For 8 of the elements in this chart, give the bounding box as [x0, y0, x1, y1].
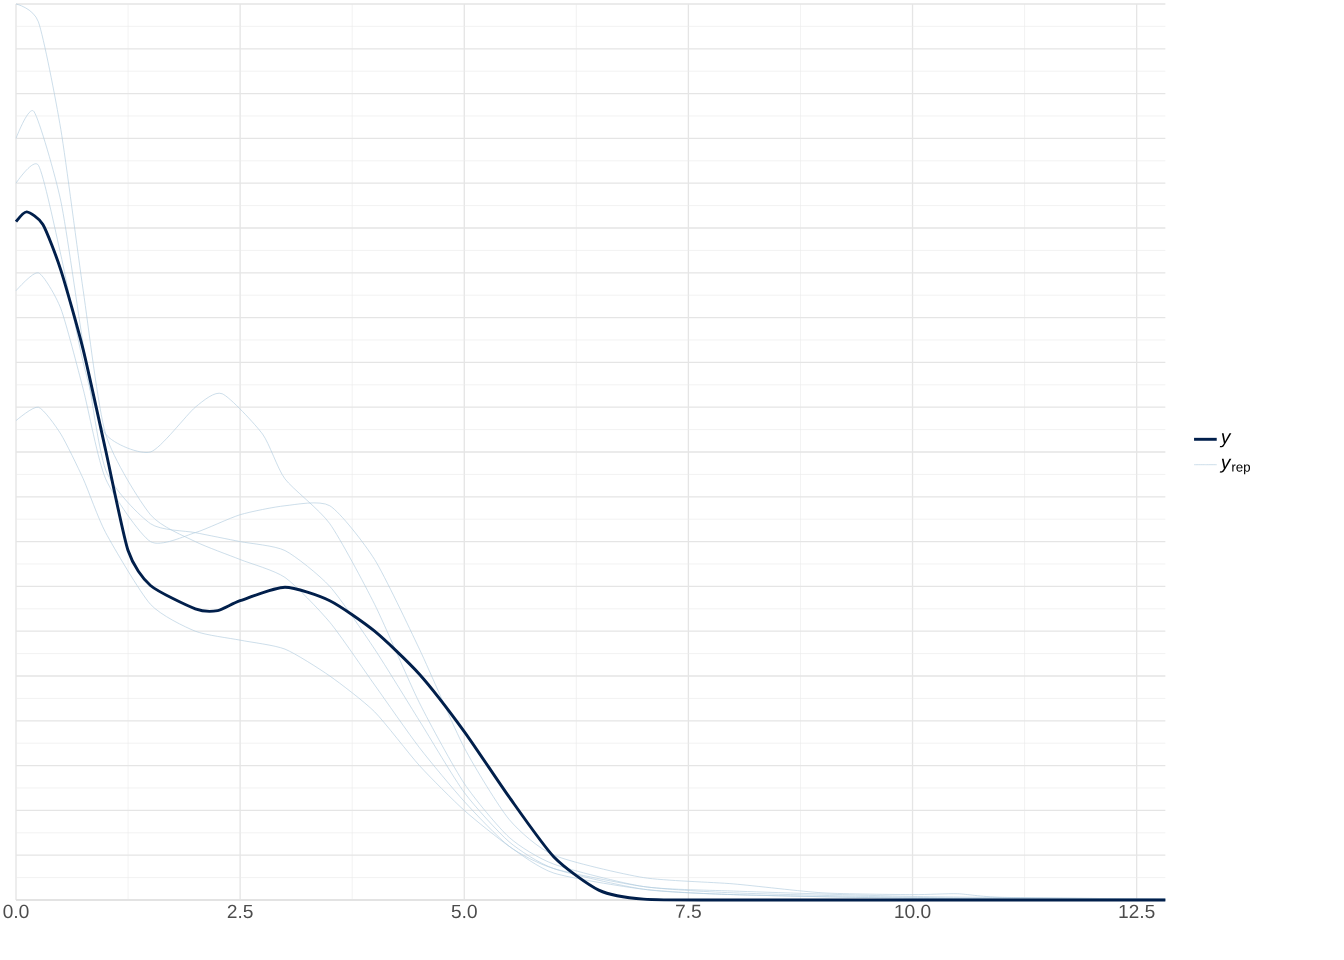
- x-tick-label: 7.5: [676, 904, 701, 919]
- legend-label: y: [1219, 433, 1232, 448]
- x-tick-label: 12.5: [1119, 904, 1155, 919]
- x-tick-label: 0.0: [3, 904, 29, 919]
- x-tick-label: 5.0: [451, 904, 477, 919]
- x-tick-label: 2.5: [227, 904, 253, 919]
- x-tick-label: 10.0: [895, 904, 931, 919]
- legend-label: y$_{rep}$: [1219, 458, 1251, 475]
